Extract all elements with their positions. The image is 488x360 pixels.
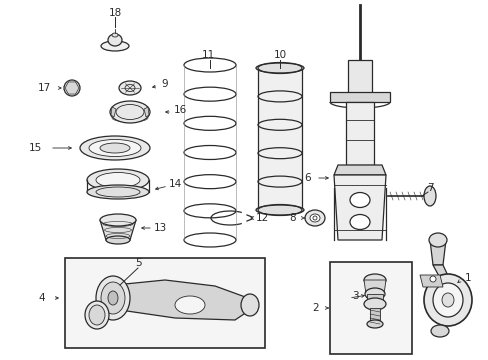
Text: 17: 17	[37, 83, 51, 93]
Ellipse shape	[256, 205, 304, 215]
Ellipse shape	[87, 169, 149, 191]
Ellipse shape	[432, 283, 462, 317]
Ellipse shape	[175, 296, 204, 314]
Polygon shape	[419, 275, 442, 287]
Polygon shape	[65, 82, 79, 94]
Ellipse shape	[349, 193, 369, 207]
Ellipse shape	[89, 140, 141, 157]
Polygon shape	[429, 240, 445, 265]
Ellipse shape	[106, 236, 130, 244]
Ellipse shape	[364, 288, 384, 300]
Text: 3: 3	[351, 291, 358, 301]
Polygon shape	[258, 68, 302, 210]
Ellipse shape	[305, 210, 325, 226]
Text: 6: 6	[304, 173, 311, 183]
Text: 18: 18	[108, 8, 122, 18]
Ellipse shape	[309, 214, 319, 222]
Ellipse shape	[101, 41, 129, 51]
Ellipse shape	[89, 305, 105, 325]
Ellipse shape	[87, 185, 149, 199]
Text: 15: 15	[28, 143, 41, 153]
Polygon shape	[111, 107, 116, 117]
Text: 12: 12	[255, 213, 268, 223]
Polygon shape	[346, 102, 373, 165]
Text: 8: 8	[289, 213, 296, 223]
Polygon shape	[143, 107, 149, 117]
Ellipse shape	[64, 80, 80, 96]
Ellipse shape	[80, 136, 150, 160]
Ellipse shape	[96, 172, 140, 188]
Ellipse shape	[349, 215, 369, 230]
Text: 16: 16	[173, 105, 186, 115]
Text: 10: 10	[273, 50, 286, 60]
Ellipse shape	[112, 33, 118, 37]
Ellipse shape	[108, 34, 122, 46]
Ellipse shape	[119, 81, 141, 95]
Ellipse shape	[96, 276, 130, 320]
Ellipse shape	[423, 274, 471, 326]
Ellipse shape	[441, 293, 453, 307]
Text: 11: 11	[201, 50, 214, 60]
Ellipse shape	[366, 320, 382, 328]
Polygon shape	[100, 280, 249, 320]
Text: 5: 5	[134, 258, 141, 268]
Bar	[329, 262, 411, 354]
Ellipse shape	[363, 274, 385, 286]
Ellipse shape	[241, 294, 259, 316]
Ellipse shape	[110, 101, 150, 123]
Polygon shape	[369, 308, 379, 324]
Text: 14: 14	[168, 179, 181, 189]
Text: 13: 13	[153, 223, 166, 233]
Polygon shape	[333, 165, 385, 175]
Text: 2: 2	[312, 303, 319, 313]
Polygon shape	[100, 220, 136, 240]
Ellipse shape	[85, 301, 109, 329]
Text: 7: 7	[426, 183, 432, 193]
Text: 1: 1	[464, 273, 470, 283]
Ellipse shape	[101, 282, 125, 314]
Ellipse shape	[100, 214, 136, 226]
Text: 4: 4	[39, 293, 45, 303]
Polygon shape	[347, 60, 371, 95]
Ellipse shape	[423, 186, 435, 206]
Bar	[65, 258, 264, 348]
Ellipse shape	[108, 291, 118, 305]
Polygon shape	[432, 265, 455, 293]
Ellipse shape	[430, 325, 448, 337]
Polygon shape	[366, 294, 382, 304]
Ellipse shape	[256, 63, 304, 73]
Ellipse shape	[429, 276, 435, 282]
Text: 9: 9	[162, 79, 168, 89]
Ellipse shape	[363, 298, 385, 310]
Ellipse shape	[428, 233, 446, 247]
Polygon shape	[333, 175, 385, 240]
Polygon shape	[363, 280, 385, 294]
Ellipse shape	[100, 143, 130, 153]
Polygon shape	[329, 92, 389, 102]
